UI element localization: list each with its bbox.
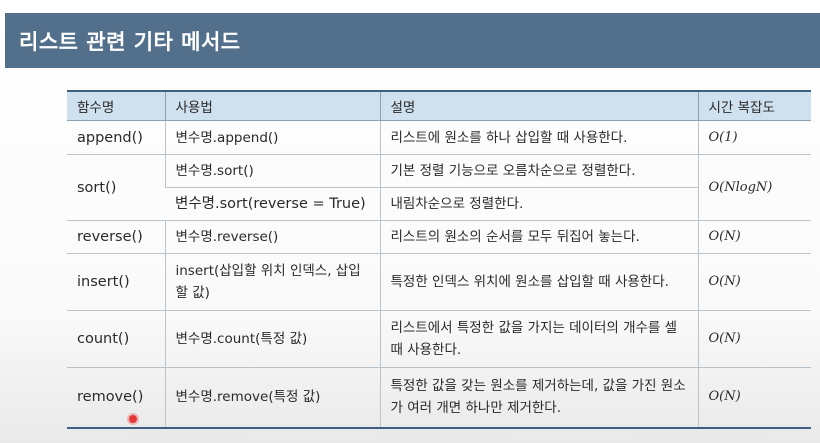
cell-usage: insert(삽입할 위치 인덱스, 삽입할 값) bbox=[164, 253, 380, 311]
table-row: sort() 변수명.sort() 기본 정렬 기능으로 오름차순으로 정렬한다… bbox=[67, 154, 811, 221]
cell-usage: 변수명.reverse() bbox=[164, 220, 380, 254]
methods-table: 함수명 사용법 설명 시간 복잡도 append() 변수명.append() … bbox=[67, 90, 811, 429]
table-row: count() 변수명.count(특정 값) 리스트에서 특정한 값을 가지는… bbox=[67, 310, 811, 368]
header-function: 함수명 bbox=[67, 90, 165, 121]
cell-complexity: O(N) bbox=[697, 310, 811, 368]
cell-complexity: O(N) bbox=[697, 367, 811, 429]
cell-description: 리스트에서 특정한 값을 가지는 데이터의 개수를 셀 때 사용한다. bbox=[379, 310, 698, 368]
cell-function: reverse() bbox=[67, 220, 165, 254]
cell-usage: 변수명.sort(reverse = True) bbox=[165, 187, 380, 221]
table-row: reverse() 변수명.reverse() 리스트의 원소의 순서를 모두 … bbox=[67, 220, 811, 254]
cell-complexity: O(N) bbox=[697, 220, 811, 254]
header-complexity: 시간 복잡도 bbox=[697, 90, 811, 121]
cell-complexity: O(N) bbox=[697, 253, 811, 311]
table-row: remove() 변수명.remove(특정 값) 특정한 값을 갖는 원소를 … bbox=[67, 367, 811, 429]
cell-description: 리스트에 원소를 하나 삽입할 때 사용한다. bbox=[379, 120, 698, 155]
table-header-row: 함수명 사용법 설명 시간 복잡도 bbox=[67, 90, 811, 121]
title-bar: 리스트 관련 기타 메서드 bbox=[5, 13, 820, 68]
table-row: insert() insert(삽입할 위치 인덱스, 삽입할 값) 특정한 인… bbox=[67, 253, 811, 311]
cell-function: append() bbox=[67, 120, 165, 155]
header-description: 설명 bbox=[379, 90, 698, 121]
cell-usage: 변수명.sort() bbox=[164, 154, 380, 188]
cell-description: 기본 정렬 기능으로 오름차순으로 정렬한다. bbox=[379, 154, 698, 188]
cell-description: 특정한 값을 갖는 원소를 제거하는데, 값을 가진 원소가 여러 개면 하나만… bbox=[379, 367, 698, 429]
cell-usage: 변수명.append() bbox=[164, 120, 380, 155]
cell-description: 리스트의 원소의 순서를 모두 뒤집어 놓는다. bbox=[379, 220, 698, 254]
cell-function: remove() bbox=[67, 367, 165, 429]
table-row: 변수명.sort(reverse = True) 내림차순으로 정렬한다. bbox=[67, 187, 811, 221]
cell-description: 특정한 인덱스 위치에 원소를 삽입할 때 사용한다. bbox=[379, 253, 698, 311]
cell-usage: 변수명.count(특정 값) bbox=[164, 310, 380, 368]
cell-function: sort() bbox=[67, 154, 165, 221]
cell-complexity: O(NlogN) bbox=[697, 154, 811, 221]
cell-description: 내림차순으로 정렬한다. bbox=[379, 187, 698, 221]
pointer-cursor-icon bbox=[129, 415, 137, 423]
cell-function: insert() bbox=[67, 253, 165, 311]
header-usage: 사용법 bbox=[164, 90, 380, 121]
table-row: append() 변수명.append() 리스트에 원소를 하나 삽입할 때 … bbox=[67, 120, 811, 155]
cell-function: count() bbox=[67, 310, 165, 368]
cell-usage: 변수명.remove(특정 값) bbox=[164, 367, 380, 429]
cell-complexity: O(1) bbox=[697, 120, 811, 155]
page-title: 리스트 관련 기타 메서드 bbox=[19, 29, 241, 54]
